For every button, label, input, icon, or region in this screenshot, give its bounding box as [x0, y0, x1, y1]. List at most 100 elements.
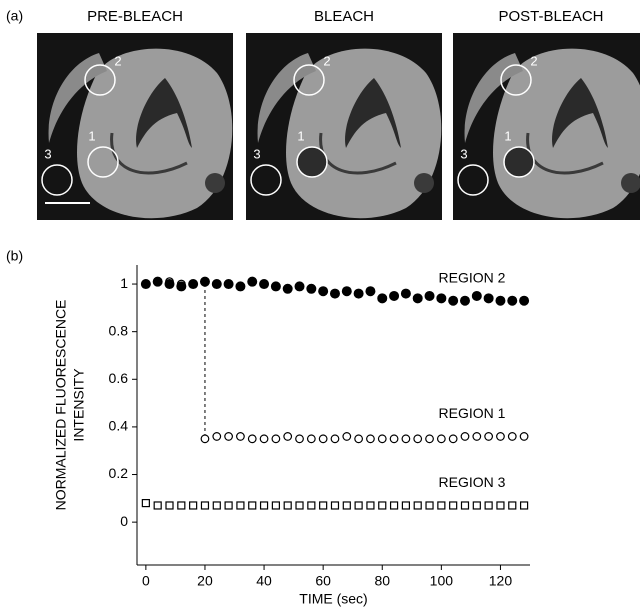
membrane: [110, 132, 188, 175]
cell-tail: [464, 53, 523, 143]
data-point: [377, 434, 387, 444]
x-tick-label: 20: [197, 573, 213, 589]
data-point: [236, 432, 245, 441]
cell: [77, 48, 233, 219]
data-point: [449, 501, 458, 510]
data-point: [354, 434, 364, 444]
region-circle: [457, 164, 489, 196]
data-point: [248, 501, 257, 510]
image-title: BLEACH: [314, 8, 374, 25]
data-point: [400, 288, 411, 299]
data-point: [223, 279, 234, 290]
data-point: [236, 501, 245, 510]
data-point: [365, 286, 376, 297]
data-point: [354, 501, 363, 510]
region-circle: [250, 164, 282, 196]
data-point: [460, 501, 470, 510]
data-point: [177, 501, 186, 510]
cell: [286, 48, 442, 219]
region-circle: [503, 146, 535, 178]
data-point: [424, 290, 435, 301]
data-point: [294, 281, 305, 292]
data-point: [366, 501, 375, 510]
data-point: [341, 286, 352, 297]
data-point: [342, 432, 352, 441]
image-title: POST-BLEACH: [498, 8, 603, 25]
data-point: [425, 501, 434, 510]
data-point: [165, 501, 174, 510]
region-label: 1: [88, 128, 95, 143]
panel-label: (a): [6, 8, 23, 24]
region-circle: [87, 146, 119, 178]
data-point: [270, 281, 281, 292]
data-point: [448, 295, 459, 306]
region-label: 3: [253, 146, 260, 161]
region-circle: [293, 64, 325, 96]
data-point: [164, 279, 175, 290]
image-title: PRE-BLEACH: [87, 8, 183, 25]
data-point: [496, 432, 505, 441]
data-point: [224, 501, 233, 510]
region-label: 2: [114, 53, 121, 68]
data-point: [307, 501, 316, 510]
data-point: [519, 501, 529, 510]
membrane: [319, 132, 397, 175]
region-label: 3: [460, 146, 467, 161]
series-label: REGION 2: [439, 269, 506, 285]
data-point: [211, 279, 222, 290]
data-point: [318, 286, 329, 297]
region-label: 2: [530, 53, 537, 68]
data-point: [295, 501, 304, 510]
data-point: [152, 276, 163, 287]
panel-label: (b): [6, 248, 23, 264]
data-point: [330, 434, 340, 444]
y-tick-label: 1: [120, 275, 128, 291]
data-point: [283, 432, 293, 441]
data-point: [247, 276, 258, 287]
data-point: [507, 432, 517, 441]
y-tick-label: 0.4: [109, 418, 129, 434]
data-point: [295, 434, 304, 444]
micrograph: 1 2 3: [453, 33, 640, 220]
x-tick-label: 40: [256, 573, 272, 589]
data-point: [224, 432, 234, 441]
data-point: [483, 293, 494, 304]
data-point: [199, 276, 210, 287]
data-point: [507, 295, 518, 306]
series-label: REGION 3: [439, 474, 506, 490]
data-point: [401, 501, 410, 510]
data-point: [259, 279, 270, 290]
data-point: [472, 501, 481, 510]
cell-tail: [48, 53, 107, 143]
x-tick-label: 60: [315, 573, 331, 589]
data-point: [508, 501, 517, 510]
membrane: [526, 132, 604, 175]
data-point: [282, 283, 293, 294]
data-point: [212, 432, 222, 441]
speck: [414, 173, 434, 193]
data-point: [389, 501, 399, 510]
data-point: [153, 501, 162, 510]
micrograph: 1 2 3: [37, 33, 233, 220]
data-point: [330, 501, 340, 510]
data-point: [247, 434, 257, 444]
vacuole: [552, 78, 608, 148]
data-point: [189, 501, 198, 510]
data-point: [425, 434, 434, 444]
cell: [493, 48, 640, 219]
data-point: [259, 434, 269, 444]
region-label: 1: [504, 128, 511, 143]
data-point: [412, 293, 423, 304]
data-point: [188, 279, 199, 290]
y-tick-label: 0: [120, 513, 128, 529]
data-point: [318, 434, 328, 444]
region-label: 1: [297, 128, 304, 143]
data-point: [212, 501, 221, 510]
x-axis-label: TIME (sec): [299, 591, 367, 607]
data-point: [519, 295, 530, 306]
data-point: [176, 281, 187, 292]
x-tick-label: 120: [489, 573, 513, 589]
data-point: [460, 432, 470, 441]
y-tick-label: 0.2: [109, 465, 129, 481]
data-point: [519, 432, 529, 441]
